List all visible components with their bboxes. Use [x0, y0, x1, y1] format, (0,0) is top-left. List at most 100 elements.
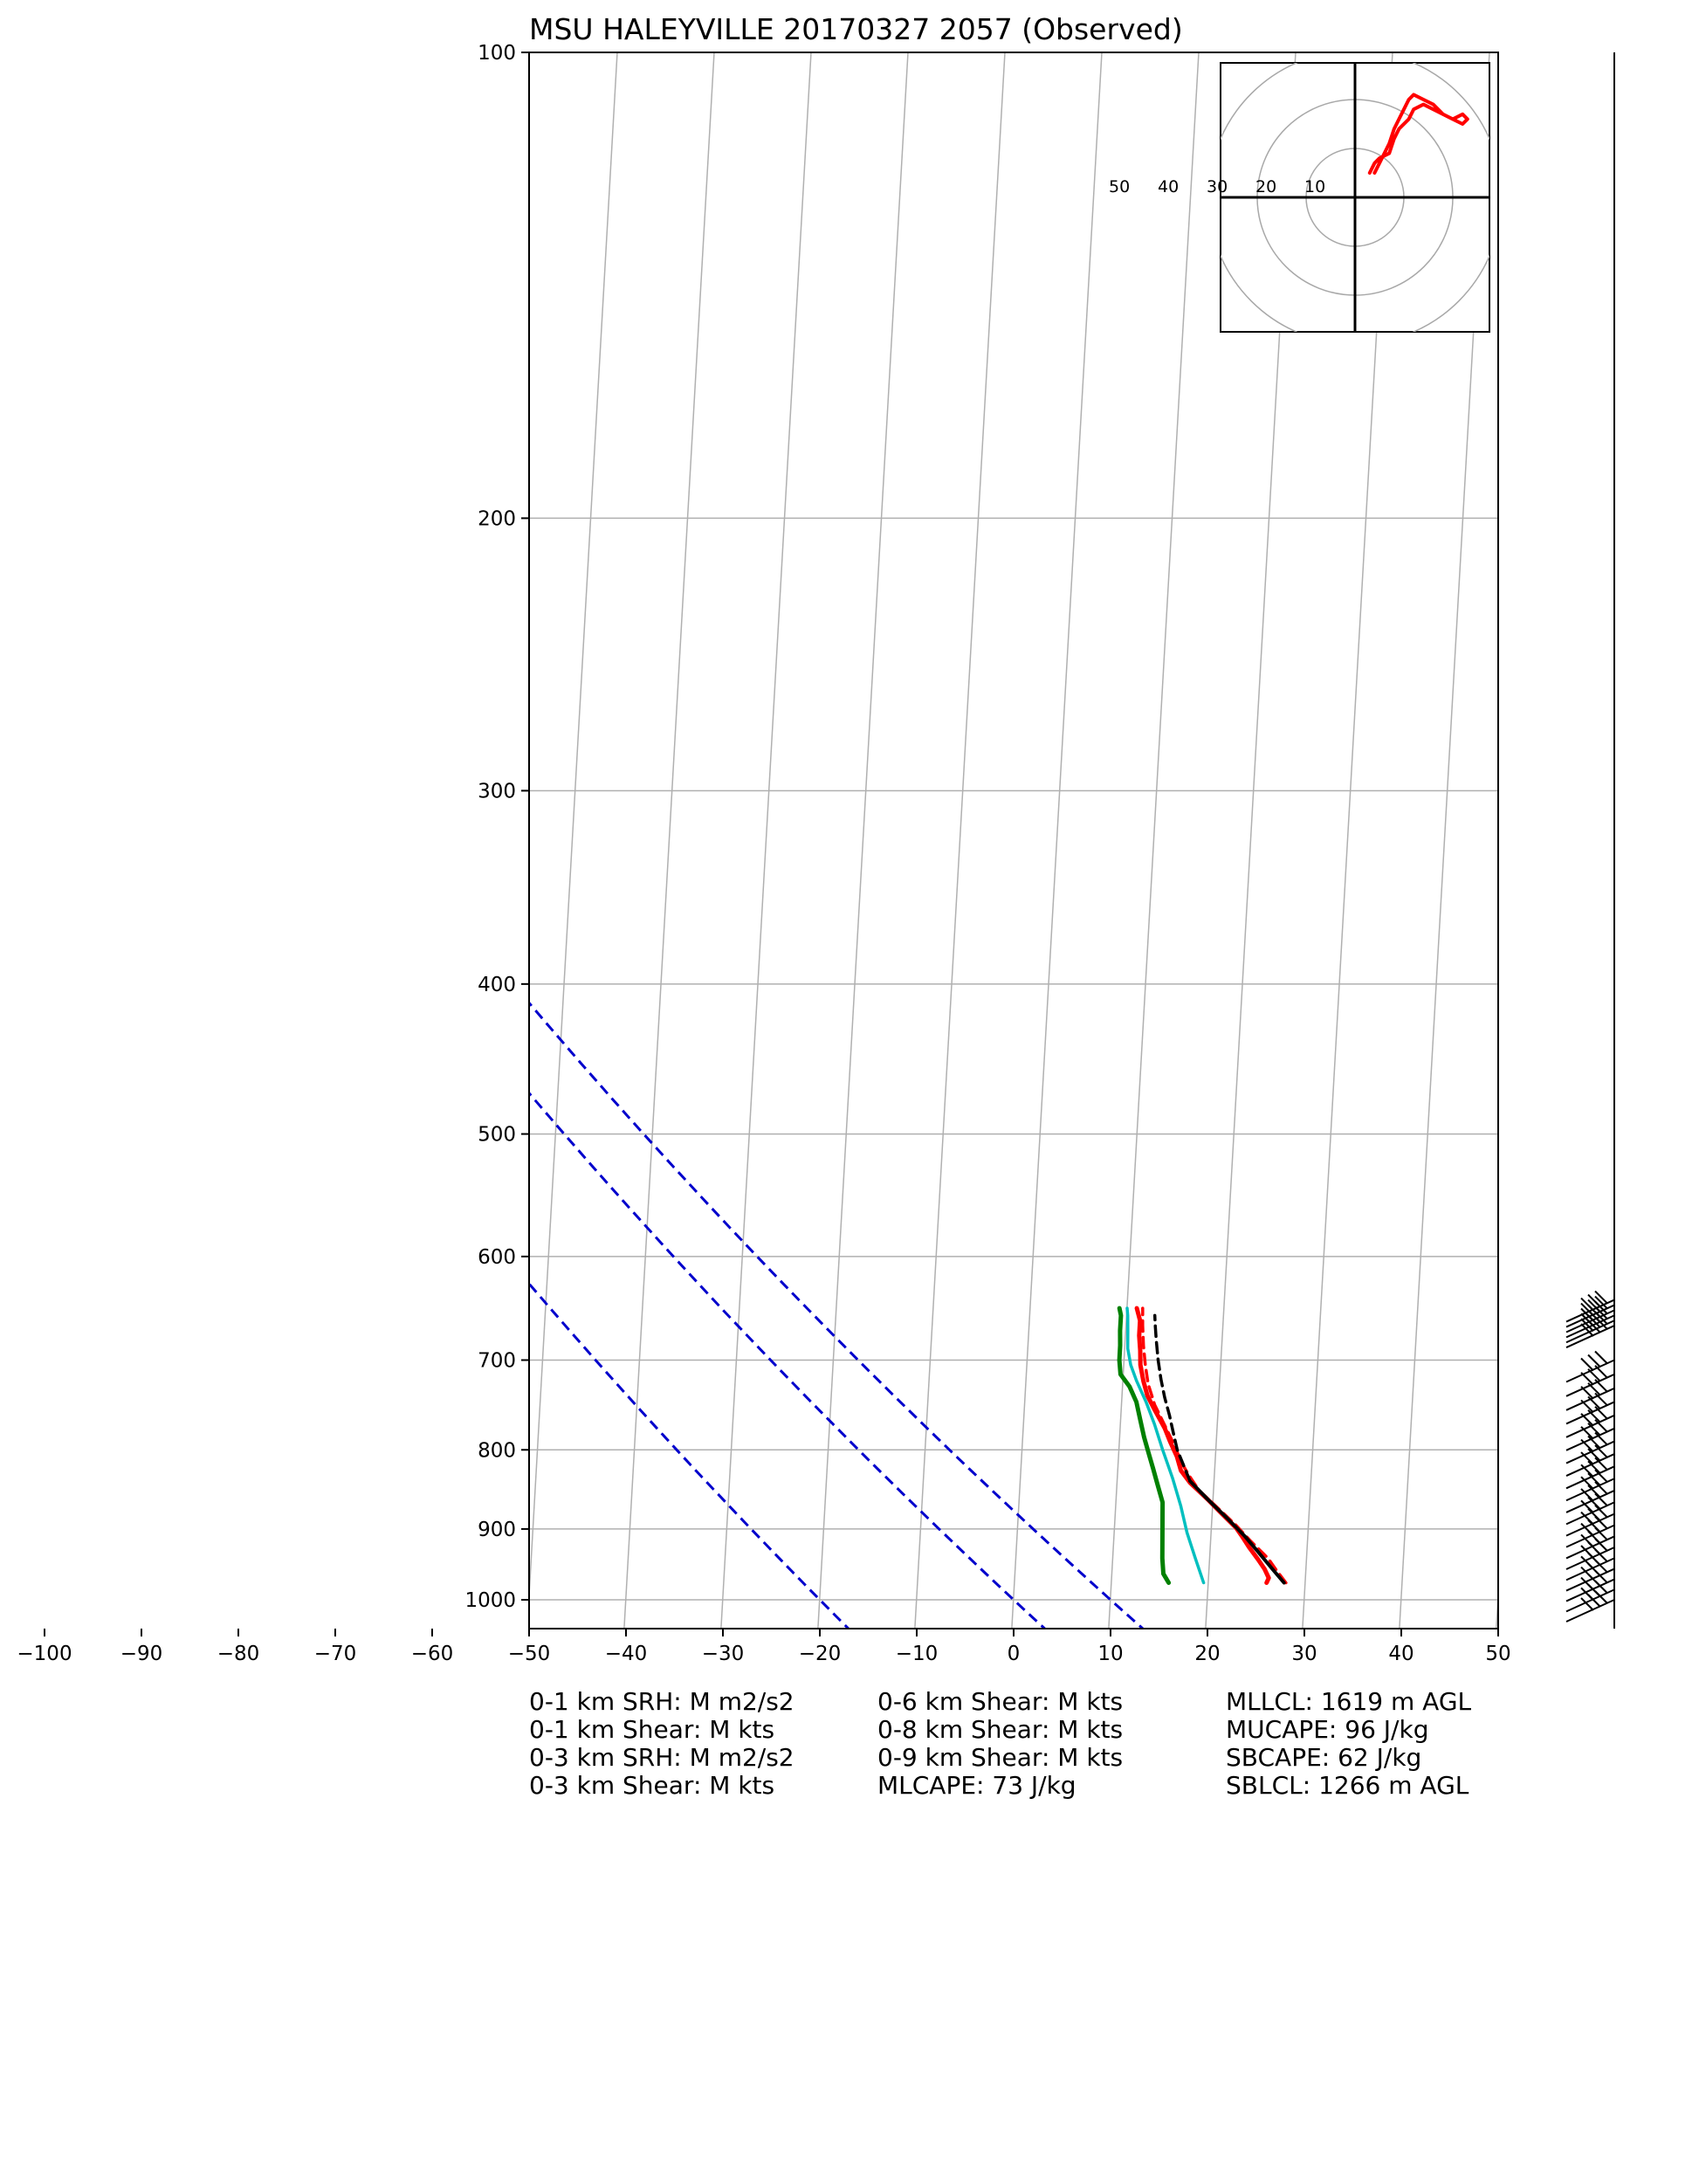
wind-barb-flag — [1594, 1290, 1608, 1305]
x-tick-label: 10 — [1097, 1643, 1123, 1665]
hodograph-trace — [1367, 93, 1469, 175]
reference-line — [529, 1001, 1145, 1629]
wind-barb-flag — [1580, 1587, 1594, 1602]
isotherm-line — [529, 52, 618, 1608]
wind-barb-flag — [1580, 1522, 1594, 1537]
wind-barb — [1565, 1469, 1615, 1502]
wind-barb-flag — [1580, 1438, 1594, 1453]
y-tick-label: 700 — [478, 1350, 516, 1373]
isotherm-line — [237, 52, 327, 1629]
sounding-series — [1117, 1306, 1288, 1585]
wind-barb — [1565, 1295, 1615, 1328]
isobar-gridlines — [529, 52, 1498, 1601]
wind-barb — [1565, 1492, 1615, 1526]
hodograph-ring-label: 40 — [1158, 177, 1179, 196]
wind-barb-flag — [1580, 1323, 1594, 1337]
y-tick-label: 300 — [478, 780, 516, 803]
hodograph-ring-label: 30 — [1207, 177, 1228, 196]
isotherm-line — [0, 52, 36, 1629]
y-tick-label: 500 — [478, 1124, 516, 1147]
x-tick-label: −70 — [314, 1643, 357, 1665]
reference-line — [529, 1091, 1047, 1629]
wind-barb-flag — [1580, 1576, 1594, 1591]
wind-barb-flag — [1594, 1406, 1608, 1420]
x-tick-label: −80 — [217, 1643, 260, 1665]
wind-barb-flag — [1580, 1545, 1594, 1559]
series-line — [1152, 1313, 1192, 1483]
hodograph-ring-label: 50 — [1109, 177, 1130, 196]
wind-barb — [1565, 1350, 1615, 1383]
y-tick-label: 800 — [478, 1439, 516, 1462]
stat-shear-0-8: 0-8 km Shear: M kts — [877, 1715, 1123, 1744]
isotherm-line — [430, 52, 520, 1629]
wind-barb-flag — [1587, 1460, 1601, 1474]
y-tick-label: 100 — [478, 42, 516, 65]
wind-barb-flag — [1580, 1476, 1594, 1490]
wind-barb-flag — [1580, 1302, 1594, 1317]
wind-barb-flag — [1587, 1293, 1601, 1308]
wind-barb-flag — [1580, 1357, 1594, 1372]
wind-barb-flag — [1580, 1566, 1594, 1581]
stat-shear-0-1: 0-1 km Shear: M kts — [529, 1715, 774, 1744]
wind-barb-flag — [1580, 1464, 1594, 1478]
wind-barb-flag — [1580, 1307, 1594, 1322]
isotherm-line — [1011, 52, 1103, 1629]
isotherm-line — [43, 52, 133, 1629]
series-line — [1117, 1306, 1172, 1585]
x-tick-label: 20 — [1194, 1643, 1220, 1665]
wind-barb — [1565, 1457, 1615, 1490]
wind-barb-flag — [1594, 1350, 1608, 1365]
pressure-axis: 100 200 300 400 500 600 700 800 900 1000 — [464, 42, 529, 1612]
y-tick-label: 900 — [478, 1519, 516, 1541]
chart-title: MSU HALEYVILLE 20170327 2057 (Observed) — [529, 12, 1183, 46]
wind-barb-flag — [1594, 1444, 1608, 1458]
x-tick-label: −20 — [799, 1643, 842, 1665]
wind-barb-flag — [1580, 1533, 1594, 1548]
isotherm-line — [1108, 52, 1200, 1629]
isotherm-line — [914, 52, 1006, 1629]
series-line — [1134, 1306, 1271, 1585]
stat-sblcl: SBLCL: 1266 m AGL — [1226, 1771, 1469, 1800]
isotherm-gridlines — [0, 52, 1498, 1629]
wind-barb-flag — [1594, 1492, 1608, 1507]
wind-barb-flag — [1580, 1312, 1594, 1327]
stat-srh-0-1: 0-1 km SRH: M m2/s2 — [529, 1687, 794, 1716]
hodograph-ring-label: 10 — [1304, 177, 1325, 196]
y-tick-label: 200 — [478, 507, 516, 530]
temperature-axis: −100 −90 −80 −70 −60 −50 −40 −30 −20 −10 0 10 20 30 40… — [17, 1629, 1511, 1665]
stat-mllcl: MLLCL: 1619 m AGL — [1226, 1687, 1472, 1716]
wind-barb-flag — [1580, 1597, 1594, 1611]
reference-lines — [529, 1001, 1145, 1629]
stat-shear-0-9: 0-9 km Shear: M kts — [877, 1743, 1123, 1772]
x-tick-label: −60 — [411, 1643, 454, 1665]
hodograph: 50 40 30 20 10 — [1109, 62, 1490, 333]
isotherm-line — [1496, 1584, 1498, 1629]
y-tick-label: 1000 — [464, 1589, 516, 1612]
x-tick-label: −50 — [508, 1643, 551, 1665]
wind-barb-flag — [1594, 1419, 1608, 1433]
wind-barb-flag — [1587, 1423, 1601, 1436]
wind-barb-flag — [1587, 1299, 1601, 1313]
isotherm-line — [817, 52, 909, 1629]
y-tick-label: 600 — [478, 1246, 516, 1269]
wind-barb-flag — [1594, 1469, 1608, 1483]
stat-mucape: MUCAPE: 96 J/kg — [1226, 1715, 1428, 1744]
stats-panel: 0-1 km SRH: M m2/s2 0-1 km Shear: M kts … — [529, 1687, 1472, 1800]
wind-barb-flag — [1587, 1448, 1601, 1462]
stat-shear-0-6: 0-6 km Shear: M kts — [877, 1687, 1123, 1716]
x-tick-label: 0 — [1008, 1643, 1021, 1665]
series-line — [1125, 1306, 1206, 1585]
x-tick-label: 50 — [1485, 1643, 1510, 1665]
series-line — [1188, 1479, 1286, 1585]
x-tick-label: 40 — [1388, 1643, 1414, 1665]
wind-barbs — [1565, 1290, 1615, 1622]
x-tick-label: −100 — [17, 1643, 72, 1665]
stat-shear-0-3: 0-3 km Shear: M kts — [529, 1771, 774, 1800]
reference-line — [529, 1281, 850, 1629]
stat-srh-0-3: 0-3 km SRH: M m2/s2 — [529, 1743, 794, 1772]
wind-barb-flag — [1587, 1496, 1601, 1511]
wind-barb — [1565, 1590, 1615, 1622]
x-tick-label: 30 — [1291, 1643, 1317, 1665]
wind-barb-flag — [1587, 1472, 1601, 1486]
